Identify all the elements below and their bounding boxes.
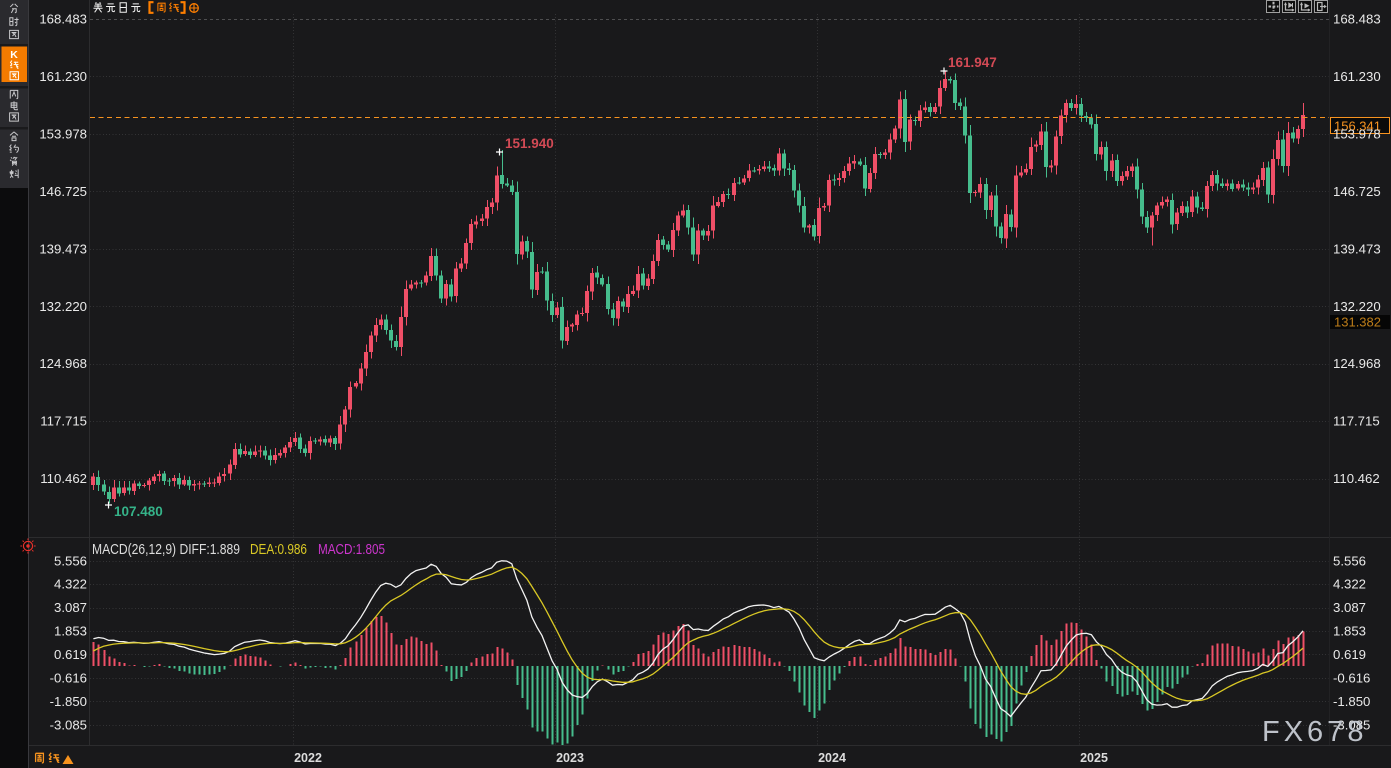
svg-text:2022: 2022 <box>294 751 322 765</box>
svg-text:161.230: 161.230 <box>39 69 87 84</box>
svg-text:161.947: 161.947 <box>948 55 997 70</box>
svg-text:-1.850: -1.850 <box>1333 694 1370 709</box>
svg-text:139.473: 139.473 <box>1333 241 1381 256</box>
svg-text:132.220: 132.220 <box>39 299 87 314</box>
svg-text:5.556: 5.556 <box>54 553 87 568</box>
svg-text:2024: 2024 <box>818 751 846 765</box>
svg-text:139.473: 139.473 <box>39 241 87 256</box>
svg-text:124.968: 124.968 <box>39 356 87 371</box>
svg-text:-3.085: -3.085 <box>1333 717 1370 732</box>
svg-text:161.230: 161.230 <box>1333 69 1381 84</box>
svg-text:MACD:1.805: MACD:1.805 <box>318 542 385 558</box>
svg-text:-0.616: -0.616 <box>50 671 87 686</box>
svg-text:0.619: 0.619 <box>54 647 87 662</box>
svg-text:DEA:0.986: DEA:0.986 <box>250 542 307 558</box>
svg-text:153.978: 153.978 <box>39 127 87 142</box>
svg-text:4.322: 4.322 <box>54 577 87 592</box>
svg-text:146.725: 146.725 <box>1333 184 1381 199</box>
svg-text:3.087: 3.087 <box>1333 600 1366 615</box>
svg-text:-1.850: -1.850 <box>50 694 87 709</box>
svg-text:2023: 2023 <box>556 751 584 765</box>
svg-text:131.382: 131.382 <box>1334 315 1381 330</box>
svg-text:1.853: 1.853 <box>54 624 87 639</box>
svg-text:4.322: 4.322 <box>1333 577 1366 592</box>
svg-text:107.480: 107.480 <box>114 504 163 519</box>
svg-text:-0.616: -0.616 <box>1333 671 1370 686</box>
svg-text:168.483: 168.483 <box>39 12 87 27</box>
svg-text:0.619: 0.619 <box>1333 647 1366 662</box>
svg-text:2025: 2025 <box>1080 751 1108 765</box>
svg-text:124.968: 124.968 <box>1333 356 1381 371</box>
svg-text:146.725: 146.725 <box>39 184 87 199</box>
svg-text:MACD(26,12,9) DIFF:1.889: MACD(26,12,9) DIFF:1.889 <box>92 542 240 558</box>
svg-text:117.715: 117.715 <box>40 414 87 429</box>
svg-text:117.715: 117.715 <box>1333 414 1380 429</box>
svg-text:5.556: 5.556 <box>1333 553 1366 568</box>
svg-text:1.853: 1.853 <box>1333 624 1366 639</box>
svg-text:K: K <box>10 49 18 61</box>
svg-text:FX678: FX678 <box>1262 716 1367 748</box>
svg-text:168.483: 168.483 <box>1333 12 1381 27</box>
svg-text:153.978: 153.978 <box>1333 127 1381 142</box>
svg-text:156.341: 156.341 <box>1334 119 1381 134</box>
svg-text:151.940: 151.940 <box>505 136 554 151</box>
svg-text:3.087: 3.087 <box>54 600 87 615</box>
svg-text:132.220: 132.220 <box>1333 299 1381 314</box>
svg-text:110.462: 110.462 <box>1333 471 1380 486</box>
svg-text:-3.085: -3.085 <box>50 717 87 732</box>
svg-text:110.462: 110.462 <box>40 471 87 486</box>
